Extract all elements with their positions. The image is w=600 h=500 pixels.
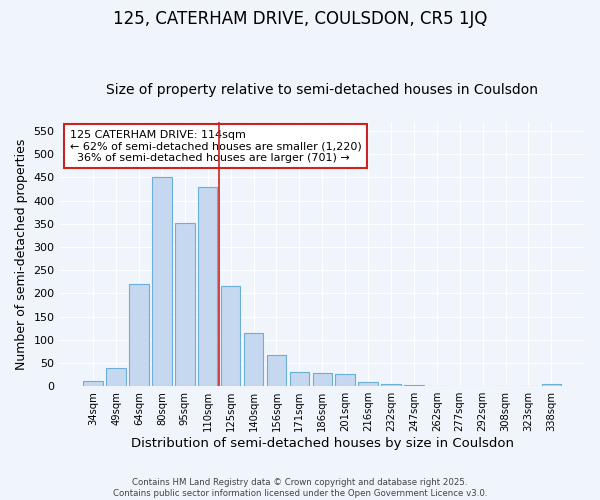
Bar <box>175 223 194 386</box>
Bar <box>313 373 332 386</box>
Bar <box>83 380 103 386</box>
Title: Size of property relative to semi-detached houses in Coulsdon: Size of property relative to semi-detach… <box>106 83 538 97</box>
Y-axis label: Number of semi-detached properties: Number of semi-detached properties <box>15 138 28 370</box>
Bar <box>129 284 149 386</box>
X-axis label: Distribution of semi-detached houses by size in Coulsdon: Distribution of semi-detached houses by … <box>131 437 514 450</box>
Bar <box>358 382 378 386</box>
Bar <box>106 368 126 386</box>
Bar <box>542 384 561 386</box>
Bar <box>335 374 355 386</box>
Bar <box>404 385 424 386</box>
Bar <box>221 286 241 386</box>
Bar <box>290 372 309 386</box>
Bar <box>152 176 172 386</box>
Text: Contains HM Land Registry data © Crown copyright and database right 2025.
Contai: Contains HM Land Registry data © Crown c… <box>113 478 487 498</box>
Bar <box>267 354 286 386</box>
Bar <box>244 333 263 386</box>
Bar <box>381 384 401 386</box>
Text: 125 CATERHAM DRIVE: 114sqm
← 62% of semi-detached houses are smaller (1,220)
  3: 125 CATERHAM DRIVE: 114sqm ← 62% of semi… <box>70 130 362 163</box>
Bar <box>198 186 217 386</box>
Text: 125, CATERHAM DRIVE, COULSDON, CR5 1JQ: 125, CATERHAM DRIVE, COULSDON, CR5 1JQ <box>113 10 487 28</box>
